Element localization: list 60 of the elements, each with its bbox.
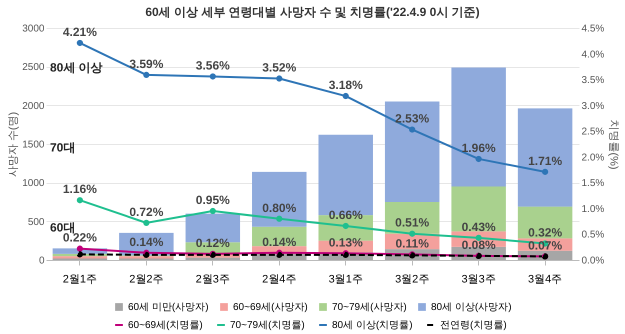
data-label: 0.51% xyxy=(395,216,430,230)
annotation: 70대 xyxy=(50,140,76,154)
chart-title: 60세 이상 세부 연령대별 사망자 수 및 치명률('22.4.9 0시 기준) xyxy=(145,5,480,19)
y2-tick-label: 2.0% xyxy=(582,152,604,164)
data-label: 1.96% xyxy=(462,140,496,155)
data-label: 0.11% xyxy=(396,236,430,250)
y-axis-title: 사망자 수(명) xyxy=(7,112,20,178)
data-label: 3.59% xyxy=(129,56,164,71)
legend-label: 60세 미만(사망자) xyxy=(128,302,209,313)
y-tick-label: 0 xyxy=(38,256,45,266)
y2-tick-label: 3.0% xyxy=(582,100,604,112)
data-label: 0.72% xyxy=(129,204,164,219)
y2-tick-label: 2.5% xyxy=(582,126,604,138)
x-tick-label: 3월1주 xyxy=(328,274,363,286)
data-label: 0.32% xyxy=(528,226,562,240)
legend-label: 70~79세(치명률) xyxy=(230,320,305,331)
data-label: 2.53% xyxy=(395,112,430,126)
legend-label: 60~69세(치명률) xyxy=(128,320,203,331)
data-label: 0.43% xyxy=(462,220,496,234)
data-label: 0.95% xyxy=(196,193,230,208)
data-label: 3.56% xyxy=(196,58,230,72)
x-tick-label: 2월3주 xyxy=(196,274,230,286)
legend-label: 전연령(치명률) xyxy=(440,320,507,331)
y-tick-label: 1000 xyxy=(22,178,45,190)
data-label: 0.14% xyxy=(262,234,297,249)
data-label: 0.08% xyxy=(462,238,496,252)
legend-label: 80세 이상(치명률) xyxy=(332,320,413,331)
y2-tick-label: 3.5% xyxy=(582,75,604,86)
x-tick-label: 2월4주 xyxy=(262,274,296,286)
y2-tick-label: 1.5% xyxy=(582,178,604,190)
data-label: 0.66% xyxy=(328,208,364,222)
y-tick-label: 2500 xyxy=(22,62,45,74)
data-label: 0.13% xyxy=(328,235,364,250)
y2-tick-label: 0.5% xyxy=(582,230,604,241)
data-label: 0.07% xyxy=(528,238,562,252)
x-tick-label: 3월2주 xyxy=(395,274,430,286)
x-tick-label: 3월3주 xyxy=(462,274,496,286)
legend-label: 80세 이상(사망자) xyxy=(431,302,512,313)
data-label: 0.14% xyxy=(129,234,164,249)
annotation: 80세 이상 xyxy=(50,60,103,74)
data-label: 1.71% xyxy=(528,154,562,168)
y2-tick-label: 0.0% xyxy=(582,256,604,266)
y-tick-label: 2000 xyxy=(22,100,45,112)
data-label: 4.21% xyxy=(62,24,98,39)
legend-label: 70~79세(사망자) xyxy=(332,302,407,313)
data-label: 3.18% xyxy=(328,78,364,92)
data-label: 3.52% xyxy=(262,60,297,75)
data-label: 1.16% xyxy=(62,182,98,196)
y2-tick-label: 4.5% xyxy=(582,24,604,34)
y2-tick-label: 1.0% xyxy=(582,204,604,215)
legend-label: 60~69세(사망자) xyxy=(233,302,308,313)
y2-tick-label: 4.0% xyxy=(582,49,604,60)
data-label: 0.80% xyxy=(262,200,297,215)
y-tick-label: 3000 xyxy=(22,24,45,34)
x-tick-label: 2월2주 xyxy=(129,274,164,286)
y2-axis-title: 치명률(%) xyxy=(607,119,620,170)
y-tick-label: 1500 xyxy=(22,140,45,150)
x-tick-label: 3월4주 xyxy=(528,274,562,286)
x-tick-label: 2월1주 xyxy=(62,274,98,286)
y-tick-label: 500 xyxy=(28,216,45,228)
